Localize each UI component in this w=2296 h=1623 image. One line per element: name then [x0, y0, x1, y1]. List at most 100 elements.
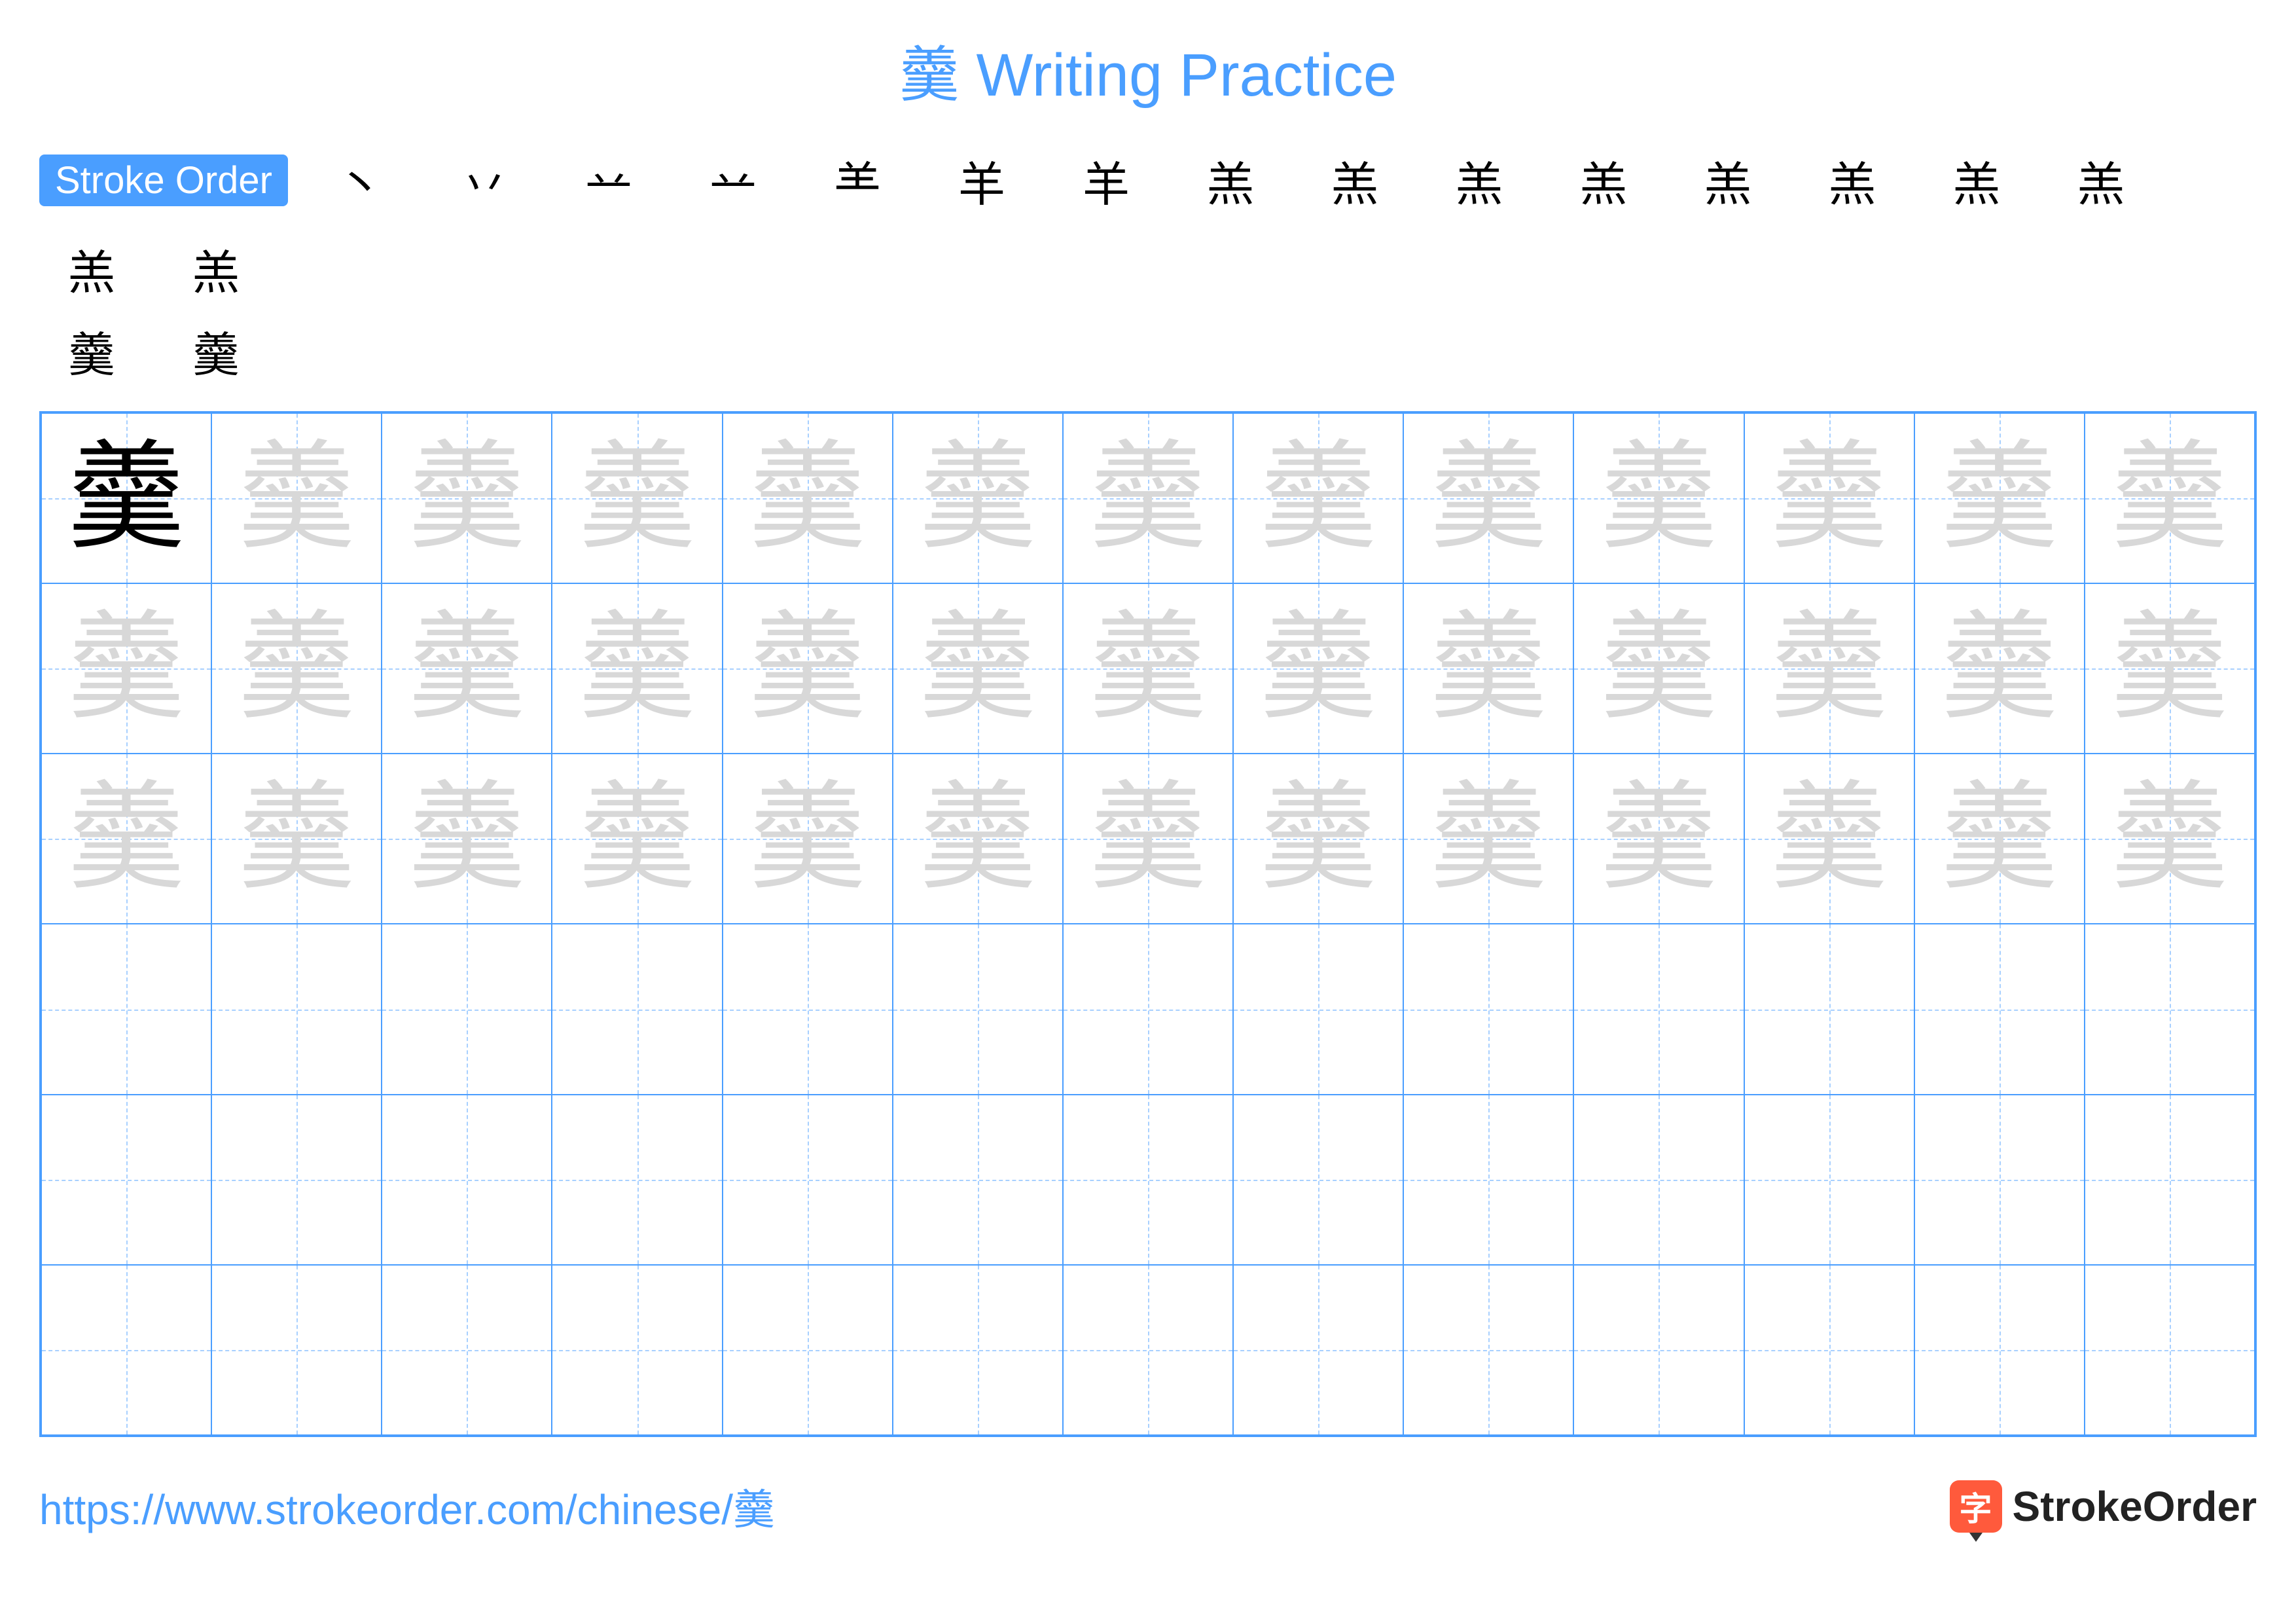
practice-char: 羹	[579, 780, 696, 898]
grid-cell	[1914, 1265, 2085, 1435]
practice-char: 羹	[1429, 610, 1547, 727]
grid-cell: 羹	[2085, 413, 2255, 583]
grid-cell: 羹	[1744, 754, 1914, 924]
practice-char: 羹	[2111, 780, 2229, 898]
grid-cell: 羹	[41, 754, 211, 924]
grid-cell: 羹	[1063, 754, 1233, 924]
stroke-step: 丷	[432, 146, 537, 215]
practice-char: 羹	[1770, 780, 1888, 898]
grid-cell	[2085, 1265, 2255, 1435]
grid-row	[41, 924, 2255, 1094]
grid-cell	[1233, 1265, 1403, 1435]
grid-cell	[1573, 1095, 1744, 1265]
stroke-order-badge: Stroke Order	[39, 155, 288, 206]
practice-char: 羹	[1600, 439, 1717, 557]
grid-cell	[1573, 924, 1744, 1094]
practice-char: 羹	[1770, 439, 1888, 557]
grid-cell: 羹	[382, 413, 552, 583]
stroke-step: 羔	[1178, 146, 1283, 215]
stroke-step: 羔	[2049, 146, 2153, 215]
grid-cell	[1403, 924, 1573, 1094]
stroke-row-2: 羹羹	[39, 316, 2257, 385]
grid-cell	[1403, 1265, 1573, 1435]
logo-text: StrokeOrder	[2013, 1482, 2257, 1531]
grid-cell: 羹	[2085, 754, 2255, 924]
grid-cell: 羹	[1403, 413, 1573, 583]
grid-cell: 羹	[552, 413, 722, 583]
grid-cell: 羹	[1744, 583, 1914, 754]
stroke-step: 羔	[39, 234, 144, 303]
grid-cell: 羹	[41, 413, 211, 583]
stroke-step: ⺷	[805, 146, 910, 215]
grid-cell	[1914, 924, 2085, 1094]
grid-cell	[552, 1095, 722, 1265]
grid-cell: 羹	[893, 413, 1063, 583]
stroke-step: 丶	[308, 146, 412, 215]
grid-cell: 羹	[723, 583, 893, 754]
grid-cell	[211, 1095, 382, 1265]
practice-char: 羹	[1089, 780, 1207, 898]
grid-cell: 羹	[552, 754, 722, 924]
stroke-step: 羔	[164, 234, 268, 303]
grid-cell	[1744, 1095, 1914, 1265]
grid-cell: 羹	[1744, 413, 1914, 583]
grid-cell	[1233, 924, 1403, 1094]
grid-cell: 羹	[2085, 583, 2255, 754]
practice-char: 羹	[749, 780, 867, 898]
practice-char: 羹	[238, 610, 355, 727]
grid-cell: 羹	[1233, 583, 1403, 754]
practice-char: 羹	[238, 439, 355, 557]
practice-char: 羹	[1089, 439, 1207, 557]
practice-char: 羹	[1941, 780, 2058, 898]
practice-char: 羹	[1600, 780, 1717, 898]
grid-cell: 羹	[723, 413, 893, 583]
practice-char: 羹	[749, 610, 867, 727]
practice-char: 羹	[408, 610, 526, 727]
stroke-step: 羔	[1551, 146, 1656, 215]
grid-cell	[41, 1095, 211, 1265]
grid-cell: 羹	[1403, 583, 1573, 754]
grid-cell	[723, 1095, 893, 1265]
practice-char: 羹	[579, 610, 696, 727]
grid-cell: 羹	[1914, 413, 2085, 583]
grid-cell	[893, 1095, 1063, 1265]
practice-char: 羹	[1770, 610, 1888, 727]
grid-cell: 羹	[1573, 754, 1744, 924]
grid-cell: 羹	[1914, 754, 2085, 924]
grid-row: 羹羹羹羹羹羹羹羹羹羹羹羹羹	[41, 754, 2255, 924]
grid-cell	[382, 1095, 552, 1265]
grid-cell	[2085, 1095, 2255, 1265]
grid-cell: 羹	[1573, 583, 1744, 754]
practice-char: 羹	[2111, 610, 2229, 727]
practice-char: 羹	[1089, 610, 1207, 727]
grid-cell	[211, 1265, 382, 1435]
practice-char: 羹	[408, 780, 526, 898]
grid-cell	[552, 1265, 722, 1435]
grid-cell: 羹	[211, 754, 382, 924]
footer: https://www.strokeorder.com/chinese/羹 字 …	[39, 1476, 2257, 1537]
stroke-step: 羊	[929, 146, 1034, 215]
grid-cell: 羹	[723, 754, 893, 924]
practice-char: 羹	[1429, 439, 1547, 557]
stroke-step: 羹	[164, 316, 268, 385]
grid-cell	[723, 1265, 893, 1435]
practice-char: 羹	[919, 610, 1037, 727]
grid-cell	[552, 924, 722, 1094]
grid-cell	[1914, 1095, 2085, 1265]
grid-cell: 羹	[382, 583, 552, 754]
footer-url[interactable]: https://www.strokeorder.com/chinese/羹	[39, 1476, 775, 1537]
grid-cell	[893, 924, 1063, 1094]
stroke-step: 羔	[1676, 146, 1780, 215]
grid-cell: 羹	[41, 583, 211, 754]
stroke-step: 䒑	[681, 146, 785, 215]
grid-cell	[1233, 1095, 1403, 1265]
stroke-step: 䒑	[556, 146, 661, 215]
logo: 字 StrokeOrder	[1950, 1480, 2257, 1533]
page-title: 羹 Writing Practice	[39, 26, 2257, 113]
practice-char: 羹	[1259, 610, 1377, 727]
grid-row	[41, 1265, 2255, 1435]
practice-char: 羹	[2111, 439, 2229, 557]
grid-cell: 羹	[1063, 413, 1233, 583]
grid-cell	[1063, 924, 1233, 1094]
stroke-step: 羔	[1427, 146, 1532, 215]
